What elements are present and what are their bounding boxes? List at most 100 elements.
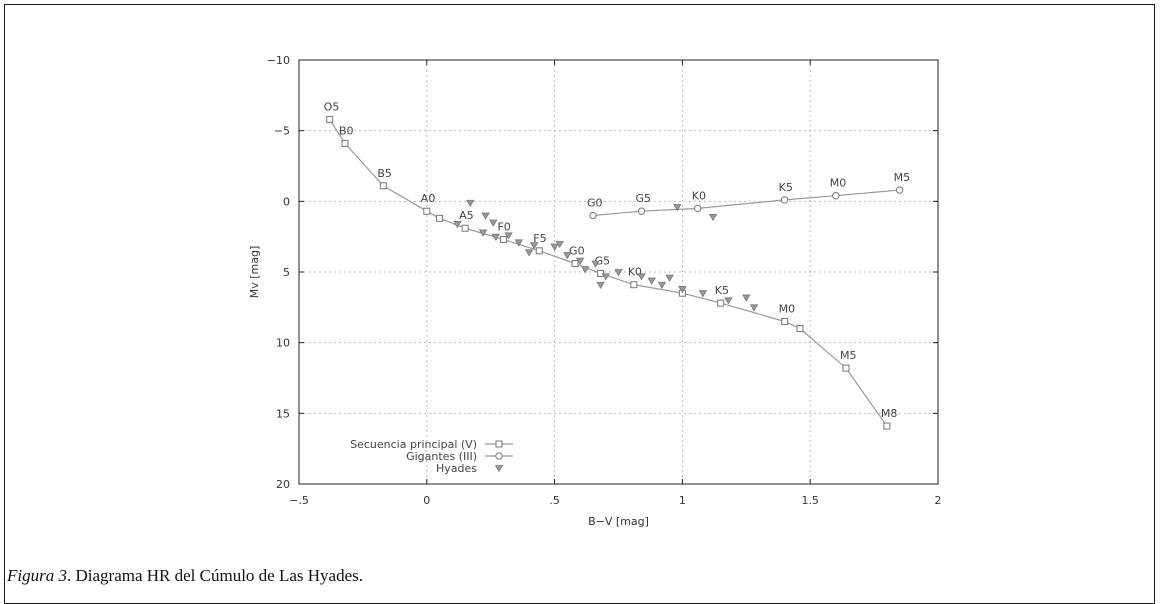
data-point	[341, 139, 349, 147]
data-point	[575, 257, 585, 265]
data-point	[379, 182, 387, 190]
legend-label: Gigantes (III)	[406, 450, 477, 463]
spectral-type-label: B5	[377, 167, 392, 180]
spectral-type-label: M5	[840, 349, 857, 362]
data-point	[601, 273, 610, 281]
y-tick-label: 20	[276, 478, 290, 491]
y-tick-label: −10	[267, 54, 290, 67]
data-point	[326, 115, 334, 123]
data-point	[698, 290, 708, 298]
data-point	[423, 207, 431, 215]
series-secuencia-principal-v: O5 B0 B5 A0 A5 F0 F5 G0 G5 K0 K5 M0 M5 M8	[324, 100, 898, 430]
spectral-type-label: A0	[421, 192, 436, 205]
data-point	[647, 277, 656, 285]
data-point	[780, 196, 789, 204]
spectral-type-label: F5	[533, 232, 546, 245]
data-point	[589, 211, 597, 220]
spectral-type-label: B0	[339, 124, 354, 137]
data-point	[591, 260, 600, 268]
data-point	[665, 274, 674, 282]
y-tick-label: 15	[276, 407, 290, 420]
data-point	[708, 213, 718, 222]
data-point	[478, 229, 488, 237]
data-point	[550, 243, 559, 251]
data-point	[514, 239, 524, 247]
x-tick-label: −.5	[289, 494, 309, 507]
data-point	[529, 242, 539, 250]
data-point	[563, 252, 572, 260]
data-point	[436, 214, 444, 222]
data-point	[724, 297, 733, 305]
spectral-type-label: F0	[497, 220, 510, 233]
legend-marker	[495, 440, 503, 448]
data-point	[614, 269, 623, 277]
figure-caption: Figura 3. Diagrama HR del Cúmulo de Las …	[7, 566, 363, 586]
series-gigantes-iii: G0 G5 K0 K5 M0 M5	[587, 171, 911, 220]
data-point	[555, 240, 564, 249]
y-axis-label: Mv [mag]	[248, 246, 261, 299]
data-point	[504, 232, 513, 240]
legend-label: Hyades	[436, 462, 477, 475]
series-line	[329, 119, 888, 427]
grid	[299, 60, 938, 484]
spectral-type-label: M8	[881, 407, 898, 420]
data-point	[581, 266, 590, 274]
data-point	[524, 249, 534, 257]
data-point	[571, 260, 579, 268]
data-point	[499, 235, 507, 243]
x-tick-label: 1.5	[801, 494, 819, 507]
spectral-type-label: A5	[459, 209, 474, 222]
data-point	[535, 247, 543, 255]
legend-marker	[494, 465, 504, 473]
spectral-type-label: M0	[779, 302, 796, 315]
data-point	[481, 212, 490, 220]
data-point	[883, 422, 891, 430]
y-tick-label: −5	[274, 125, 290, 138]
x-tick-label: .5	[549, 494, 560, 507]
data-point	[678, 286, 687, 294]
data-point	[453, 221, 462, 229]
x-axis-label: B−V [mag]	[588, 515, 649, 528]
spectral-type-label: G0	[587, 196, 603, 209]
axis-ticks: −.5 0 .5 1 1.5 2 −10 −5 0 5 10 15 20	[267, 54, 942, 507]
figure-caption-text: . Diagrama HR del Cúmulo de Las Hyades.	[66, 566, 363, 585]
series-hyades	[453, 199, 759, 312]
spectral-type-label: M5	[894, 171, 911, 184]
hr-diagram-chart: −.5 0 .5 1 1.5 2 −10 −5 0 5 10 15 20 B−V [mag] Mv [m…	[248, 54, 942, 528]
x-tick-label: 2	[935, 494, 942, 507]
legend-marker	[495, 452, 503, 460]
spectral-type-label: K5	[779, 181, 793, 194]
y-tick-label: 0	[283, 195, 290, 208]
data-point	[749, 304, 759, 312]
data-point	[596, 281, 605, 290]
data-point	[717, 299, 725, 307]
spectral-type-label: K5	[715, 284, 729, 297]
data-point	[781, 317, 789, 325]
x-tick-label: 1	[679, 494, 686, 507]
x-tick-label: 0	[423, 494, 430, 507]
spectral-type-label: G0	[569, 245, 585, 258]
spectral-type-label: K0	[692, 189, 706, 202]
data-point	[842, 364, 850, 372]
spectral-type-label: K0	[628, 266, 642, 279]
data-point	[832, 191, 840, 200]
data-point	[673, 204, 682, 212]
spectral-type-label: M0	[830, 177, 847, 190]
data-point	[742, 294, 751, 302]
data-point	[637, 273, 646, 281]
data-point	[895, 186, 904, 194]
legend-label: Secuencia principal (V)	[350, 438, 477, 451]
data-point	[461, 224, 469, 232]
y-tick-label: 10	[276, 337, 290, 350]
data-point	[489, 219, 498, 227]
data-point	[694, 204, 702, 213]
data-point	[630, 281, 638, 289]
data-point	[637, 207, 646, 215]
spectral-type-label: G5	[636, 192, 652, 205]
series-line	[592, 189, 900, 217]
series-layer: O5 B0 B5 A0 A5 F0 F5 G0 G5 K0 K5 M0 M5 M8 G0 G5 K0 K5 M0 M5	[324, 100, 911, 430]
figure-label: Figura 3	[7, 566, 67, 585]
data-point	[796, 325, 804, 333]
data-point	[466, 199, 475, 208]
spectral-type-label: O5	[324, 100, 340, 113]
